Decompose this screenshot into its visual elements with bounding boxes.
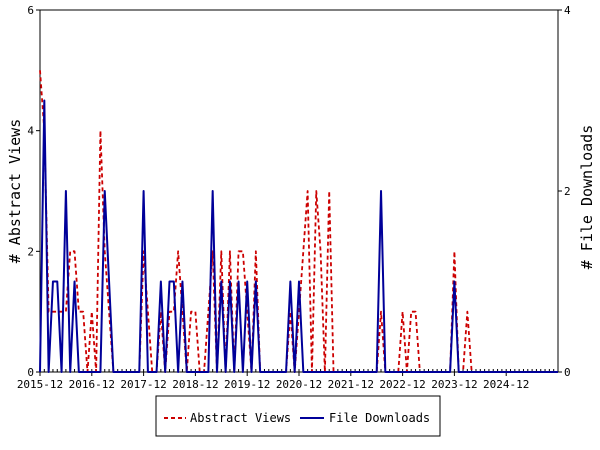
x-tick-label: 2015-12 <box>17 378 63 391</box>
legend-label-file-downloads: File Downloads <box>329 411 430 425</box>
left-axis-label: # Abstract Views <box>6 119 24 264</box>
left-tick-label: 4 <box>27 125 34 138</box>
legend-box <box>155 395 441 437</box>
x-tick-label: 2024-12 <box>483 378 529 391</box>
x-tick-label: 2018-12 <box>172 378 218 391</box>
left-tick-label: 0 <box>27 366 34 379</box>
x-tick-label: 2020-12 <box>276 378 322 391</box>
series-layer <box>39 70 558 373</box>
x-tick-label: 2017-12 <box>120 378 166 391</box>
x-tick-label: 2022-12 <box>379 378 425 391</box>
x-axis-ticks: 2015-12 2016-12 2017-12 2018-12 2019-12 2020-… <box>17 369 559 391</box>
right-axis-label: # File Downloads <box>578 125 596 270</box>
legend: Abstract Views File Downloads <box>155 395 441 437</box>
left-tick-label: 6 <box>27 4 34 17</box>
right-axis-ticks: 0 2 4 <box>558 4 571 379</box>
series-line-file-downloads <box>39 99 558 373</box>
x-tick-label: 2023-12 <box>431 378 477 391</box>
right-tick-label: 2 <box>564 185 571 198</box>
x-tick-label: 2016-12 <box>69 378 115 391</box>
left-tick-label: 2 <box>27 245 34 258</box>
left-axis-ticks: 0 2 4 6 <box>27 4 40 379</box>
legend-label-abstract-views: Abstract Views <box>190 411 291 425</box>
right-tick-label: 0 <box>564 366 571 379</box>
x-tick-label: 2019-12 <box>224 378 270 391</box>
right-tick-label: 4 <box>564 4 571 17</box>
x-tick-label: 2021-12 <box>328 378 374 391</box>
